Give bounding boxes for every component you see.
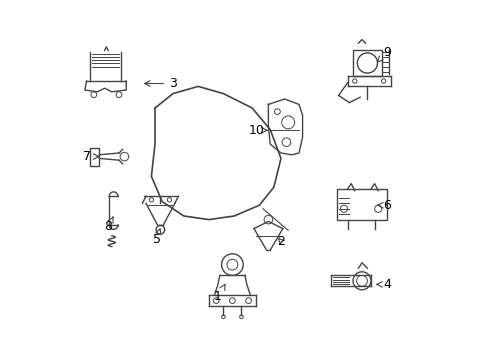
Text: 2: 2 xyxy=(277,235,285,248)
Bar xyxy=(90,148,99,166)
Text: 1: 1 xyxy=(214,284,225,303)
Text: 9: 9 xyxy=(377,46,391,62)
Text: 7: 7 xyxy=(83,150,99,163)
Text: 5: 5 xyxy=(153,229,161,246)
Text: 10: 10 xyxy=(249,124,268,137)
Text: 8: 8 xyxy=(104,217,113,233)
Text: 3: 3 xyxy=(145,77,177,90)
Bar xyxy=(353,50,382,76)
Text: 6: 6 xyxy=(377,199,391,212)
Bar xyxy=(337,189,387,220)
Text: 4: 4 xyxy=(377,278,391,291)
